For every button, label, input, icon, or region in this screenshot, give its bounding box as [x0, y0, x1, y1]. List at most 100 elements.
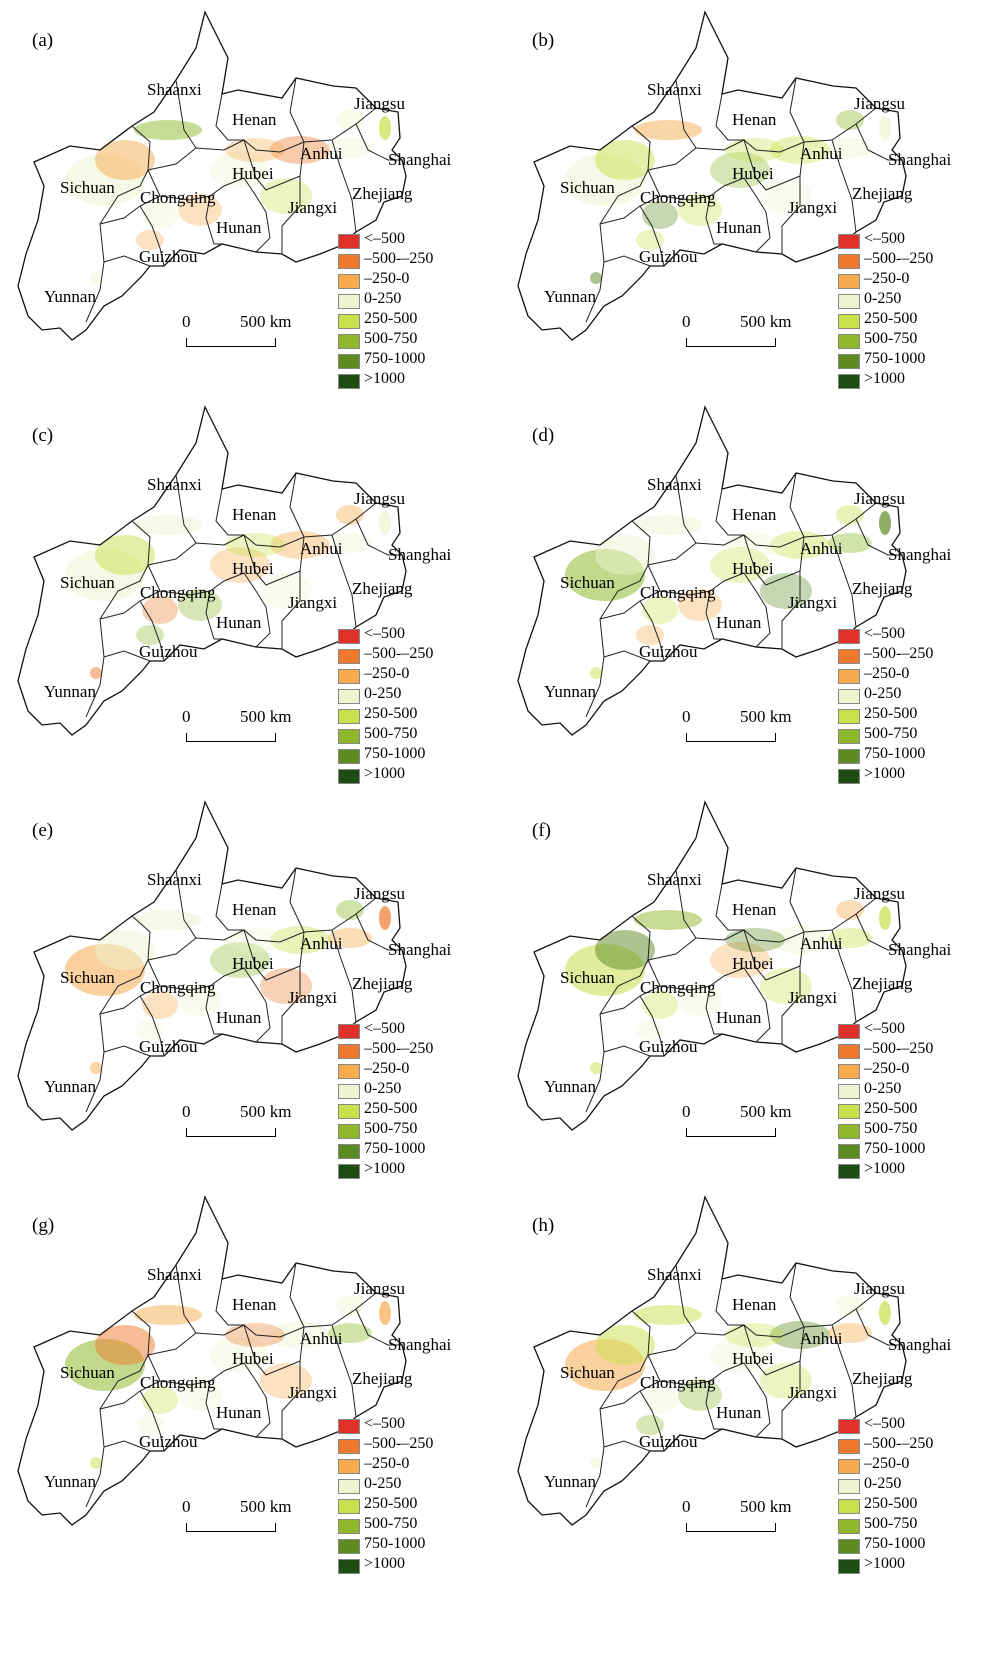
legend-swatch: [338, 314, 360, 329]
scale-distance-label: 500 km: [240, 1497, 292, 1516]
province-label: Henan: [232, 110, 277, 129]
province-boundary: [599, 985, 661, 1015]
province-boundary: [243, 1324, 301, 1376]
province-boundary: [147, 897, 377, 961]
province-label: Hubei: [232, 164, 274, 183]
province-boundary: [647, 564, 771, 648]
legend-label: –250-0: [864, 270, 910, 287]
province-label: Sichuan: [560, 573, 615, 592]
province-label: Shanghai: [888, 545, 952, 564]
province-boundary: [147, 107, 377, 171]
value-patch: [134, 1305, 202, 1325]
value-patch: [590, 1062, 602, 1074]
value-patch: [95, 930, 155, 970]
legend-label: 250-500: [364, 705, 418, 722]
legend-label: 0-250: [364, 1080, 402, 1097]
province-label: Anhui: [800, 539, 843, 558]
value-patch: [590, 667, 602, 679]
scale-line: [186, 1523, 276, 1532]
province-boundary: [205, 985, 222, 1035]
province-map: [517, 405, 907, 736]
province-label: Jiangxi: [788, 198, 838, 217]
legend-label: –250-0: [364, 665, 410, 682]
value-patch: [379, 511, 391, 535]
legend-label: 0-250: [364, 685, 402, 702]
province-boundary: [99, 985, 161, 1015]
legend-label: 500-750: [364, 1120, 418, 1137]
province-label: Hubei: [232, 954, 274, 973]
value-patch: [725, 138, 785, 162]
province-label: Jiangsu: [354, 884, 405, 903]
province-boundary: [281, 141, 305, 254]
province-label: Jiangsu: [854, 1279, 905, 1298]
value-patch: [828, 533, 872, 553]
province-boundary: [281, 536, 305, 649]
province-label: Shaanxi: [647, 1265, 702, 1284]
value-patch: [134, 120, 202, 140]
legend-swatch: [838, 729, 860, 744]
value-patch: [725, 1323, 785, 1347]
legend-swatch: [338, 1024, 360, 1039]
legend-swatch: [338, 1559, 360, 1574]
province-boundary: [705, 590, 722, 640]
province-boundary: [103, 1440, 151, 1452]
value-patch: [828, 928, 872, 948]
province-label: Yunnan: [544, 1472, 596, 1491]
province-boundary: [103, 650, 151, 662]
value-patch: [590, 272, 602, 284]
province-label: Guizhou: [139, 642, 198, 661]
province-boundary: [647, 1292, 877, 1356]
province-boundary: [715, 488, 744, 536]
province-boundary: [175, 1264, 197, 1334]
province-label: Zhejiang: [352, 974, 413, 993]
province-label: Yunnan: [44, 1472, 96, 1491]
legend-label: 750-1000: [864, 350, 926, 367]
legend-label: 250-500: [864, 1495, 918, 1512]
legend-swatch: [338, 729, 360, 744]
province-boundary: [831, 929, 857, 1023]
province-label: Shaanxi: [147, 475, 202, 494]
legend-label: 750-1000: [864, 745, 926, 762]
value-patch: [270, 926, 330, 954]
province-label: Anhui: [300, 539, 343, 558]
legend-label: 0-250: [864, 1080, 902, 1097]
legend-swatch: [838, 1519, 860, 1534]
province-boundary: [781, 931, 805, 1044]
legend-swatch: [338, 1539, 360, 1554]
scale-distance-label: 500 km: [240, 1102, 292, 1121]
value-patch: [828, 138, 872, 158]
province-boundary: [599, 590, 661, 620]
province-label: Guizhou: [139, 247, 198, 266]
province-label: Hunan: [716, 218, 762, 237]
province-label: Sichuan: [560, 178, 615, 197]
province-map: [17, 405, 407, 736]
value-patch: [636, 1020, 664, 1040]
province-label: Jiangxi: [288, 988, 338, 1007]
legend-label: –500-–250: [364, 250, 434, 267]
province-label: Guizhou: [639, 642, 698, 661]
scale-bar: 0 500 km: [682, 707, 842, 747]
panel-letter: (g): [32, 1215, 55, 1236]
value-patch: [379, 116, 391, 140]
value-patch: [225, 1323, 285, 1347]
province-label: Shanghai: [388, 1335, 452, 1354]
value-patch: [678, 984, 722, 1016]
legend-label: 500-750: [864, 1515, 918, 1532]
value-patch: [178, 984, 222, 1016]
legend-label: 500-750: [864, 725, 918, 742]
province-boundary: [243, 534, 301, 586]
scale-bar: 0 500 km: [682, 312, 842, 352]
province-boundary: [147, 1354, 271, 1438]
legend-label: <–500: [364, 1415, 406, 1432]
province-boundary: [205, 1380, 222, 1430]
province-label: Shaanxi: [647, 475, 702, 494]
legend-label: 500-750: [864, 1120, 918, 1137]
scale-distance-label: 500 km: [240, 707, 292, 726]
value-patch: [642, 991, 678, 1019]
province-boundary: [585, 520, 651, 718]
province-boundary: [781, 536, 805, 649]
province-label: Chongqing: [140, 583, 216, 602]
province-boundary: [289, 77, 305, 143]
province-label: Anhui: [800, 1329, 843, 1348]
legend-swatch: [838, 1144, 860, 1159]
